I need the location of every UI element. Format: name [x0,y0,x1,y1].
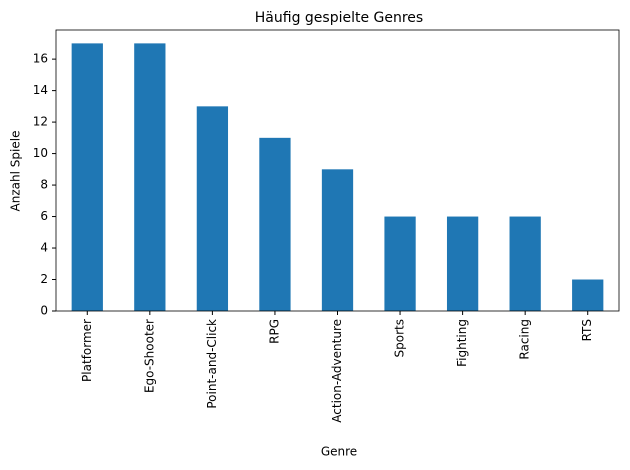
bar [446,216,479,311]
y-tick-label: 12 [33,115,48,129]
y-axis-label: Anzahl Spiele [9,131,23,212]
y-tick-label: 14 [33,83,48,97]
bar [259,137,291,311]
plot-frame [55,29,620,312]
y-tick-label: 16 [33,52,48,66]
bar [384,216,416,311]
x-tick-label: RPG [267,319,281,344]
y-tick-label: 8 [40,178,48,192]
x-tick-label: Ego-Shooter [142,319,156,393]
x-axis-label: Genre [321,445,357,459]
bar [134,43,166,311]
x-tick-label: Platformer [80,319,94,382]
bar [572,279,604,311]
x-tick-label: Racing [518,319,532,360]
y-tick-label: 2 [40,272,48,286]
x-tick-label: Point-and-Click [205,319,219,409]
y-tick-label: 10 [33,146,48,160]
x-tick-label: Action-Adventure [330,319,344,423]
bar [321,169,354,311]
x-tick-label: Sports [393,319,407,357]
y-tick-label: 6 [40,209,48,223]
bar [196,106,229,311]
y-tick-label: 0 [40,304,48,318]
y-tick-label: 4 [40,241,48,255]
x-tick-label: Fighting [455,319,469,367]
bar [71,43,103,311]
chart-title: Häufig gespielte Genres [255,10,423,26]
bar [509,216,541,311]
x-tick-label: RTS [580,319,594,341]
